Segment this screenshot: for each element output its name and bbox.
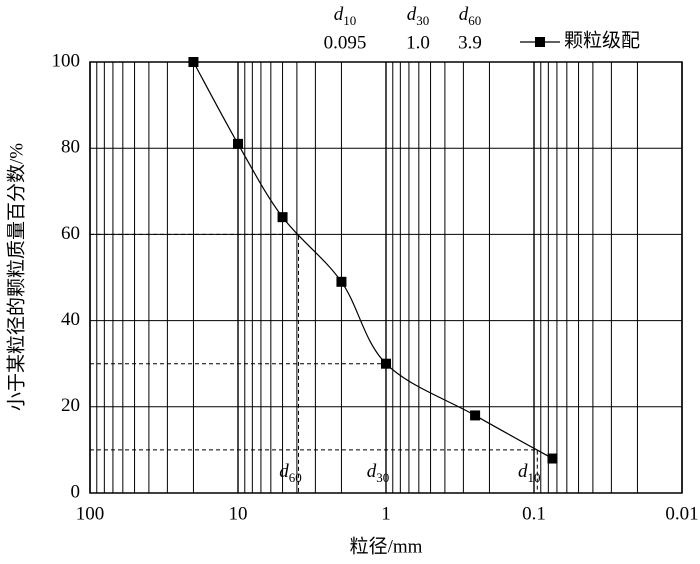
y-tick-label: 80 xyxy=(61,137,80,158)
subscript: 10 xyxy=(343,13,356,28)
guide-line xyxy=(90,233,300,493)
symbol: d xyxy=(367,461,377,482)
data-point xyxy=(188,57,199,67)
x-tick-label: 0.01 xyxy=(665,503,698,524)
data-point xyxy=(547,453,558,464)
symbol: d xyxy=(407,4,417,25)
symbol: d xyxy=(459,4,469,25)
y-tick-label: 60 xyxy=(61,223,80,244)
data-point xyxy=(381,358,391,369)
y-axis-label: 小于某粒径的颗粒质量百分数/% xyxy=(5,143,27,411)
y-tick-label: 40 xyxy=(61,309,80,330)
marker-value: 0.095 xyxy=(324,32,367,53)
x-tick-label: 100 xyxy=(76,503,105,524)
plot-frame xyxy=(89,61,683,494)
x-tick-label: 1 xyxy=(381,503,391,524)
marker-label: d10 xyxy=(518,461,541,485)
legend-marker xyxy=(535,37,545,47)
legend-label: 颗粒级配 xyxy=(564,29,640,51)
y-tick-label: 0 xyxy=(71,481,81,502)
data-point xyxy=(277,212,288,223)
x-axis-label: 粒径/mm xyxy=(350,535,423,557)
data-point xyxy=(336,276,347,287)
subscript: 60 xyxy=(289,470,302,485)
data-point xyxy=(470,410,481,421)
marker-header: d30 xyxy=(407,4,430,28)
x-tick-label: 10 xyxy=(229,503,248,524)
marker-header: d10 xyxy=(334,4,357,28)
marker-header: d60 xyxy=(459,4,482,28)
data-point xyxy=(233,138,243,149)
subscript: 30 xyxy=(376,470,389,485)
marker-value: 3.9 xyxy=(458,32,482,53)
symbol: d xyxy=(334,4,344,25)
subscript: 60 xyxy=(468,13,481,28)
marker-label: d30 xyxy=(367,461,390,485)
marker-value: 1.0 xyxy=(406,32,430,53)
symbol: d xyxy=(518,461,528,482)
symbol: d xyxy=(279,461,289,482)
series-line xyxy=(192,61,553,460)
x-tick-label: 0.1 xyxy=(522,503,546,524)
subscript: 10 xyxy=(528,470,541,485)
guide-line xyxy=(90,449,538,493)
y-tick-label: 20 xyxy=(61,395,80,416)
marker-label: d60 xyxy=(279,461,302,485)
subscript: 30 xyxy=(416,13,429,28)
y-tick-label: 100 xyxy=(52,50,81,71)
